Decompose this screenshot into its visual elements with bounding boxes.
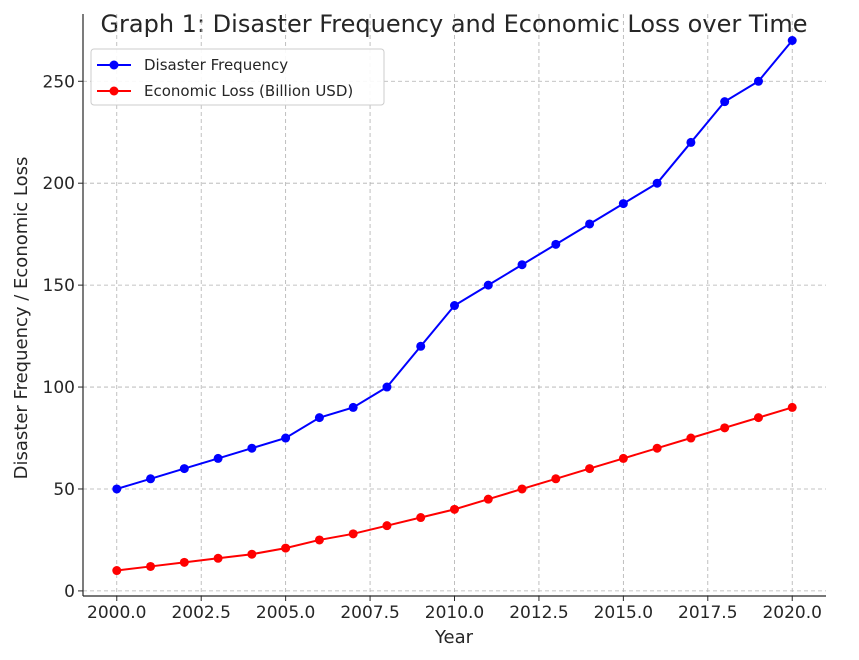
data-point [483,494,493,504]
data-point [112,566,122,576]
y-tick-label: 200 [43,174,75,194]
data-point [314,413,324,423]
data-point [416,513,426,523]
x-tick-label: 2000.0 [87,603,146,623]
y-axis-label: Disaster Frequency / Economic Loss [11,157,32,480]
legend-item: Economic Loss (Billion USD) [97,82,353,100]
data-point [179,557,189,567]
data-point [551,239,561,249]
x-tick-label: 2002.5 [171,603,230,623]
data-point [483,280,493,290]
y-tick-label: 100 [43,378,75,398]
y-tick-label: 50 [53,480,75,500]
legend: Disaster Frequency Economic Loss (Billion… [90,48,385,106]
data-point [720,97,730,107]
grid [83,14,826,596]
legend-swatch-marker [109,60,119,70]
data-point [585,219,595,229]
data-point [787,402,797,412]
data-point [618,453,628,463]
data-point [753,413,763,423]
legend-label: Economic Loss (Billion USD) [144,82,353,100]
data-point [247,549,257,559]
data-point [618,199,628,209]
data-point [348,529,358,539]
data-point [686,433,696,443]
data-point [652,178,662,188]
x-tick-label: 2020.0 [762,603,821,623]
data-point [416,341,426,351]
ticks: 2000.0 2002.5 2005.0 2007.5 2010.0 2012.5 2015… [43,72,822,623]
data-point [146,474,156,484]
data-point [517,484,527,494]
data-point [213,453,223,463]
data-point [585,464,595,474]
data-point [348,402,358,412]
data-point [146,561,156,571]
chart-title: Graph 1: Disaster Frequency and Economic… [100,10,807,38]
x-tick-label: 2010.0 [425,603,484,623]
x-tick-label: 2017.5 [678,603,737,623]
y-tick-label: 150 [43,276,75,296]
data-point [450,301,459,311]
legend-swatch-marker [109,86,119,96]
data-point [720,423,730,433]
legend-label: Disaster Frequency [144,56,288,74]
data-point [450,504,459,514]
series-0 [112,36,797,494]
x-tick-label: 2015.0 [594,603,653,623]
data-point [382,521,392,531]
y-tick-label: 0 [64,582,75,602]
data-point [753,76,763,86]
series-1 [112,402,797,576]
data-point [281,543,291,553]
series-layer [112,36,797,576]
data-point [787,36,797,46]
legend-item: Disaster Frequency [97,56,288,74]
legend-box [90,48,385,106]
x-axis-label: Year [434,627,474,648]
data-point [213,553,223,563]
data-point [247,443,257,453]
data-point [112,484,122,494]
data-point [281,433,291,443]
data-point [686,137,696,147]
data-point [179,464,189,474]
data-point [314,535,324,545]
data-point [382,382,392,392]
data-point [652,443,662,453]
y-tick-label: 250 [43,72,75,92]
x-tick-label: 2005.0 [256,603,315,623]
x-tick-label: 2012.5 [509,603,568,623]
x-tick-label: 2007.5 [340,603,399,623]
data-point [517,260,527,270]
data-point [551,474,561,484]
